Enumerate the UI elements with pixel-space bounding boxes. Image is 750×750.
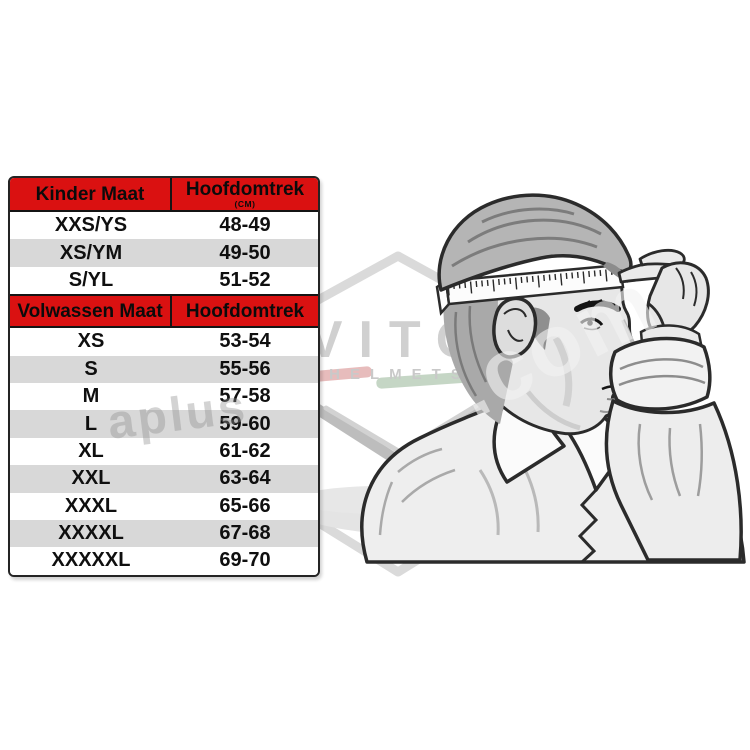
value-cell: 49-50 [219,241,271,264]
table-section-header: Volwassen Maat Hoofdomtrek [10,294,318,329]
table-row: XXXXXL 69-70 [10,547,318,575]
size-table: Kinder Maat Hoofdomtrek (CM) XXS/YS 48-49 XS/… [8,176,320,577]
raised-arm-sleeve [604,336,743,562]
eyebrow [574,299,621,312]
value-cell: 59-60 [219,412,271,435]
column-header-measure: Hoofdomtrek [172,296,318,326]
value-cell: 61-62 [219,439,271,462]
table-row: S 55-56 [10,355,318,383]
value-cell: 55-56 [219,357,271,380]
column-header-measure: Hoofdomtrek (CM) [172,178,318,210]
table-row: S/YL 51-52 [10,266,318,295]
value-cell: 65-66 [219,494,271,517]
head [435,193,645,436]
size-cell: S/YL [68,268,114,291]
column-header-size: Kinder Maat [10,178,172,210]
table-row: L 59-60 [10,410,318,438]
size-cell: XL [78,439,104,462]
column-header-measure-unit: (CM) [234,198,256,209]
eye [580,317,604,331]
column-header-measure-label: Hoofdomtrek [185,178,305,200]
size-cell: XXXXXL [51,549,131,572]
hair-top [437,193,633,292]
size-cell: S [84,357,98,380]
size-cell: XXL [71,467,111,490]
value-cell: 57-58 [219,385,271,408]
value-cell: 63-64 [219,467,271,490]
column-header-size: Volwassen Maat [10,296,172,327]
hand [617,248,710,357]
size-cell: XS/YM [59,241,123,264]
table-section-header: Kinder Maat Hoofdomtrek (CM) [10,178,318,212]
value-cell: 53-54 [219,330,271,353]
table-row: XS 53-54 [10,328,318,356]
logo-sub-text: HELMETS [329,366,471,383]
value-cell: 69-70 [219,549,271,572]
sleeve-cuff [609,336,712,411]
size-cell: XXXL [64,494,118,517]
table-row: M 57-58 [10,382,318,411]
value-cell: 48-49 [219,214,271,237]
size-cell: XS [77,330,105,353]
ear [492,296,538,359]
column-header-measure-label: Hoofdomtrek [185,300,305,322]
table-row: XXS/YS 48-49 [10,212,318,240]
size-cell: XXXXL [58,522,124,545]
size-cell: L [84,412,98,435]
table-row: XL 61-62 [10,437,318,466]
size-cell: XXS/YS [54,214,128,237]
size-cell: M [82,385,100,408]
table-row: XXXXL 67-68 [10,519,318,548]
table-row: XXXL 65-66 [10,492,318,520]
table-row: XS/YM 49-50 [10,239,318,267]
value-cell: 51-52 [219,268,271,291]
value-cell: 67-68 [219,522,271,545]
table-row: XXL 63-64 [10,465,318,493]
